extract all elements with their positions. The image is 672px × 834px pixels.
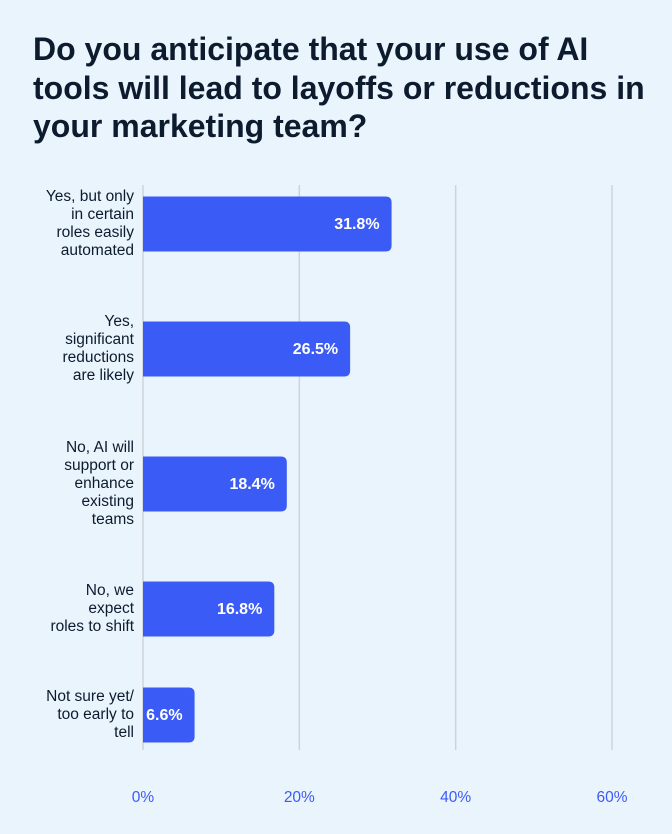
x-tick-label: 40% (440, 789, 471, 806)
bar (143, 196, 392, 252)
category-label: No, we expect roles to shift (50, 582, 134, 635)
value-label: 26.5% (293, 341, 338, 358)
bar (143, 687, 195, 743)
x-tick-label: 0% (132, 789, 155, 806)
bar (143, 456, 287, 512)
x-tick-label: 20% (284, 789, 315, 806)
x-tick-label: 60% (596, 789, 627, 806)
category-label: No, AI will support or enhance existing … (64, 439, 134, 528)
value-label: 31.8% (334, 216, 379, 233)
bar (143, 321, 351, 377)
category-label: Yes, but only in certain roles easily au… (45, 188, 134, 259)
value-label: 18.4% (229, 476, 274, 493)
value-label: 6.6% (146, 707, 182, 724)
chart-title: Do you anticipate that your use of AI to… (33, 31, 645, 144)
category-label: Yes, significant reductions are likely (62, 313, 134, 384)
category-label: Not sure yet/ too early to tell (46, 688, 134, 741)
value-label: 16.8% (217, 601, 262, 618)
bar (143, 581, 275, 637)
